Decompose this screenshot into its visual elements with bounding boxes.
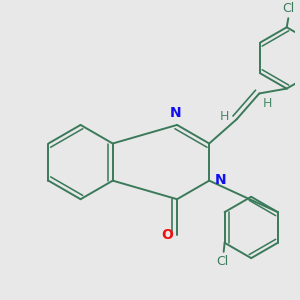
Text: O: O: [161, 228, 173, 242]
Text: H: H: [263, 97, 272, 110]
Text: Cl: Cl: [282, 2, 294, 15]
Text: N: N: [169, 106, 181, 120]
Text: H: H: [220, 110, 230, 123]
Text: N: N: [215, 173, 226, 187]
Text: Cl: Cl: [216, 255, 228, 268]
